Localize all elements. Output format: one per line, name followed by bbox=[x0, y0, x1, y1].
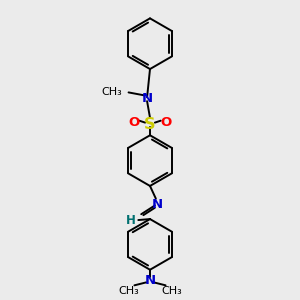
Text: CH₃: CH₃ bbox=[101, 87, 122, 98]
Text: N: N bbox=[142, 92, 153, 105]
Text: O: O bbox=[160, 116, 171, 129]
Text: S: S bbox=[144, 117, 156, 132]
Text: CH₃: CH₃ bbox=[118, 286, 139, 296]
Text: N: N bbox=[152, 197, 164, 211]
Text: N: N bbox=[144, 274, 156, 287]
Text: H: H bbox=[126, 214, 136, 227]
Text: O: O bbox=[129, 116, 140, 129]
Text: CH₃: CH₃ bbox=[161, 286, 182, 296]
